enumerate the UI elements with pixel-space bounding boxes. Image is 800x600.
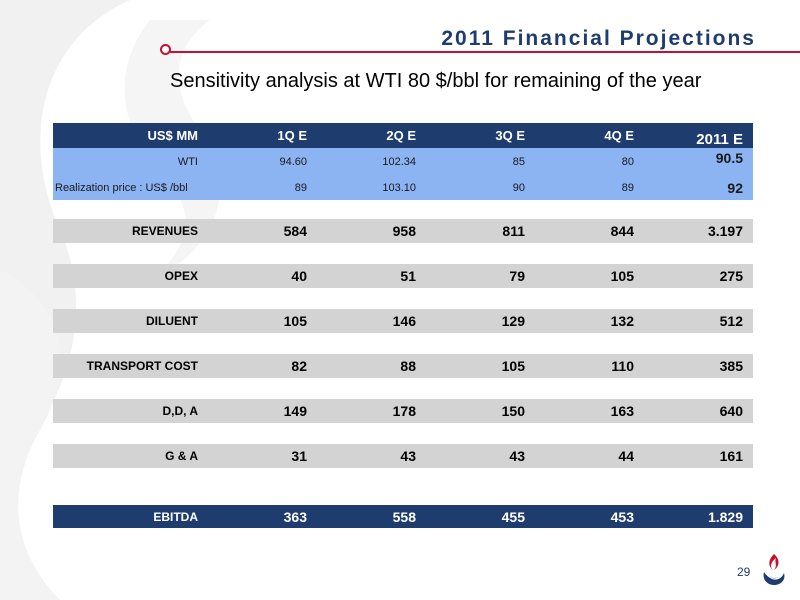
row-spacer bbox=[53, 378, 753, 399]
cell-value-total: 385 bbox=[644, 354, 753, 378]
cell-value-total: 1.829 bbox=[644, 505, 753, 528]
row-label: TRANSPORT COST bbox=[53, 354, 208, 378]
table-row-dda: D,D, A 149 178 150 163 640 bbox=[53, 399, 753, 423]
row-spacer bbox=[53, 200, 753, 219]
cell-value: 455 bbox=[426, 505, 535, 528]
cell-value: 89 bbox=[208, 176, 317, 200]
table-row-ebitda: EBITDA 363 558 455 453 1.829 bbox=[53, 505, 753, 528]
cell-value-total: 161 bbox=[644, 444, 753, 468]
cell-value-total: 640 bbox=[644, 399, 753, 423]
cell-value: 584 bbox=[208, 219, 317, 243]
circle-bullet-icon bbox=[160, 44, 171, 55]
cell-value: 103.10 bbox=[317, 176, 426, 200]
cell-value: 80 bbox=[535, 148, 644, 176]
row-spacer bbox=[53, 423, 753, 444]
cell-value: 79 bbox=[426, 264, 535, 288]
title-divider bbox=[170, 51, 800, 53]
cell-value: 811 bbox=[426, 219, 535, 243]
cell-value: 132 bbox=[535, 309, 644, 333]
row-label: OPEX bbox=[53, 264, 208, 288]
cell-value: 129 bbox=[426, 309, 535, 333]
cell-value: 102.34 bbox=[317, 148, 426, 176]
cell-value: 105 bbox=[426, 354, 535, 378]
cell-value: 453 bbox=[535, 505, 644, 528]
header-cell: 2011 E bbox=[644, 123, 753, 148]
cell-value: 43 bbox=[426, 444, 535, 468]
row-spacer bbox=[53, 288, 753, 309]
row-label: WTI bbox=[53, 148, 208, 176]
table-row-wti: WTI 94.60 102.34 85 80 90.5 bbox=[53, 148, 753, 176]
row-label: EBITDA bbox=[53, 505, 208, 528]
row-spacer bbox=[53, 468, 753, 505]
cell-value: 558 bbox=[317, 505, 426, 528]
cell-value: 110 bbox=[535, 354, 644, 378]
cell-value-total: 92 bbox=[644, 176, 753, 200]
cell-value: 94.60 bbox=[208, 148, 317, 176]
financial-projections-table: US$ MM 1Q E 2Q E 3Q E 4Q E 2011 E WTI 94… bbox=[53, 123, 753, 528]
header-cell: 2Q E bbox=[317, 123, 426, 148]
table-row-realization-price: Realization price : US$ /bbl 89 103.10 9… bbox=[53, 176, 753, 200]
table-row-transport-cost: TRANSPORT COST 82 88 105 110 385 bbox=[53, 354, 753, 378]
table-row-opex: OPEX 40 51 79 105 275 bbox=[53, 264, 753, 288]
row-spacer bbox=[53, 333, 753, 354]
cell-value: 150 bbox=[426, 399, 535, 423]
page-number: 29 bbox=[737, 565, 751, 579]
row-label: DILUENT bbox=[53, 309, 208, 333]
row-label: Realization price : US$ /bbl bbox=[53, 176, 208, 200]
cell-value: 85 bbox=[426, 148, 535, 176]
cell-value: 89 bbox=[535, 176, 644, 200]
table-row-diluent: DILUENT 105 146 129 132 512 bbox=[53, 309, 753, 333]
slide-subtitle: Sensitivity analysis at WTI 80 $/bbl for… bbox=[170, 70, 702, 92]
cell-value: 31 bbox=[208, 444, 317, 468]
header-cell: 1Q E bbox=[208, 123, 317, 148]
row-label: REVENUES bbox=[53, 219, 208, 243]
cell-value: 844 bbox=[535, 219, 644, 243]
slide-title: 2011 Financial Projections bbox=[441, 27, 756, 50]
cell-value: 82 bbox=[208, 354, 317, 378]
cell-value-total: 275 bbox=[644, 264, 753, 288]
cell-value: 44 bbox=[535, 444, 644, 468]
row-label: D,D, A bbox=[53, 399, 208, 423]
flame-logo-icon bbox=[763, 554, 785, 585]
header-cell: 4Q E bbox=[535, 123, 644, 148]
cell-value: 90 bbox=[426, 176, 535, 200]
cell-value-total: 90.5 bbox=[644, 148, 753, 176]
cell-value: 51 bbox=[317, 264, 426, 288]
cell-value: 105 bbox=[535, 264, 644, 288]
cell-value: 88 bbox=[317, 354, 426, 378]
header-cell: US$ MM bbox=[53, 123, 208, 148]
cell-value: 40 bbox=[208, 264, 317, 288]
table-row-g-and-a: G & A 31 43 43 44 161 bbox=[53, 444, 753, 468]
row-label: G & A bbox=[53, 444, 208, 468]
cell-value: 149 bbox=[208, 399, 317, 423]
cell-value: 178 bbox=[317, 399, 426, 423]
cell-value: 105 bbox=[208, 309, 317, 333]
cell-value: 163 bbox=[535, 399, 644, 423]
cell-value: 958 bbox=[317, 219, 426, 243]
header-cell: 3Q E bbox=[426, 123, 535, 148]
cell-value: 146 bbox=[317, 309, 426, 333]
table-row-revenues: REVENUES 584 958 811 844 3.197 bbox=[53, 219, 753, 243]
cell-value-total: 3.197 bbox=[644, 219, 753, 243]
row-spacer bbox=[53, 243, 753, 264]
cell-value: 43 bbox=[317, 444, 426, 468]
cell-value: 363 bbox=[208, 505, 317, 528]
table-header-row: US$ MM 1Q E 2Q E 3Q E 4Q E 2011 E bbox=[53, 123, 753, 148]
cell-value-total: 512 bbox=[644, 309, 753, 333]
